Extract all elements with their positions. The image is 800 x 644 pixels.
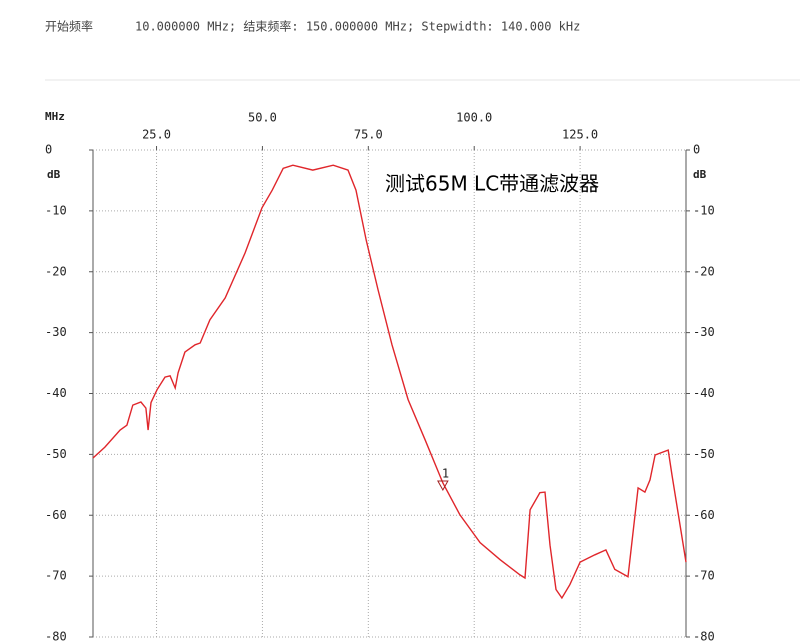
y-tick-label-right: 0 — [693, 143, 700, 157]
y-unit-right: dB — [693, 168, 707, 181]
marker — [437, 480, 449, 492]
x-tick-label: 125.0 — [562, 128, 598, 142]
y-tick-label: -70 — [45, 569, 67, 583]
x-tick-label: 50.0 — [248, 111, 277, 125]
y-tick-label: -30 — [45, 325, 67, 339]
chart-title: 测试65M LC带通滤波器 — [385, 172, 599, 196]
y-tick-label: -20 — [45, 264, 67, 278]
start-label: 开始频率 — [45, 19, 93, 34]
y-tick-label-right: -10 — [693, 203, 715, 217]
y-tick-label-right: -40 — [693, 386, 715, 400]
x-tick-label: 100.0 — [456, 111, 492, 125]
x-tick-label: 75.0 — [354, 128, 383, 142]
y-tick-label: -80 — [45, 630, 67, 644]
y-tick-label-right: -30 — [693, 325, 715, 339]
y-tick-label-right: -70 — [693, 569, 715, 583]
x-tick-label: 25.0 — [142, 128, 171, 142]
x-unit: MHz — [45, 110, 65, 123]
sweep-info: 10.000000 MHz; 结束频率: 150.000000 MHz; Ste… — [135, 19, 580, 34]
y-unit-left: dB — [47, 168, 61, 181]
y-tick-label: -40 — [45, 386, 67, 400]
marker-label: 1 — [442, 466, 449, 480]
y-tick-label: -50 — [45, 447, 67, 461]
y-tick-label-right: -20 — [693, 264, 715, 278]
y-tick-label-right: -80 — [693, 630, 715, 644]
y-tick-label: -60 — [45, 508, 67, 522]
y-tick-label-right: -50 — [693, 447, 715, 461]
y-tick-label-right: -60 — [693, 508, 715, 522]
y-tick-label: -10 — [45, 203, 67, 217]
trace-line — [92, 164, 687, 600]
y-tick-label: 0 — [45, 143, 52, 157]
